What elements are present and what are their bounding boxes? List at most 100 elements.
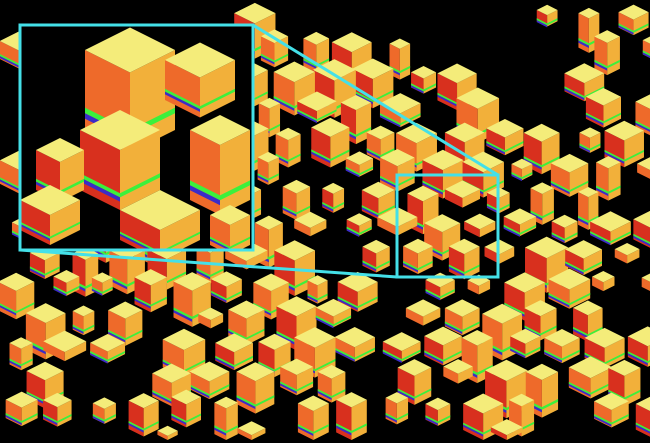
building-stripe-blue	[411, 85, 424, 94]
building-roof	[340, 95, 372, 111]
building-stripe-blue	[635, 122, 650, 132]
building-stripe-green	[635, 422, 650, 432]
building-roof	[579, 127, 601, 138]
building-stripe-green	[519, 224, 537, 235]
magnified-inset-frame[interactable]	[18, 23, 255, 252]
building-roof	[253, 273, 289, 292]
building-stripe-green	[380, 148, 395, 158]
building	[294, 211, 327, 237]
building	[635, 94, 650, 136]
building-stripe-green	[296, 205, 311, 215]
building-stripe-blue	[437, 94, 458, 107]
building-roof	[510, 328, 541, 344]
building-stripe-blue	[585, 114, 604, 126]
building-wall-right	[64, 341, 87, 362]
building	[108, 301, 143, 346]
building-stripe-green	[91, 286, 103, 294]
building	[525, 363, 559, 418]
building-stripe-green	[565, 261, 584, 273]
building-roof	[134, 269, 167, 286]
building-stripe-green	[486, 141, 505, 153]
building	[20, 185, 80, 245]
building-roof	[637, 157, 650, 171]
building	[382, 332, 421, 363]
building-roof	[91, 272, 113, 283]
building-stripe-green	[604, 149, 625, 162]
building-roof	[590, 211, 631, 232]
building-stripe-blue	[109, 278, 128, 290]
building-roof	[210, 205, 250, 225]
building-roof	[425, 272, 455, 288]
building-roof	[0, 272, 35, 291]
building	[594, 392, 629, 428]
building	[236, 362, 275, 414]
building-roof	[92, 397, 116, 409]
building-roof	[361, 181, 395, 199]
building-stripe-green	[397, 175, 415, 187]
building-stripe-green	[437, 415, 451, 424]
building-stripe-blue	[20, 223, 50, 241]
building-stripe-green	[92, 413, 105, 422]
building-stripe-green	[541, 399, 559, 410]
building-stripe-green	[190, 180, 220, 201]
building-stripe-green	[604, 352, 625, 365]
building-stripe-green	[26, 391, 46, 403]
building-roof	[43, 330, 87, 353]
building-stripe-blue	[385, 414, 397, 423]
building-stripe-green	[354, 347, 375, 360]
building-roof	[36, 138, 84, 162]
building-stripe-blue	[544, 351, 562, 363]
building-stripe-green	[378, 205, 395, 216]
building-stripe-blue	[536, 20, 548, 28]
building-stripe-blue	[548, 294, 570, 308]
building-stripe-green	[568, 381, 591, 395]
building-stripe-green	[346, 226, 360, 235]
building-stripe-green	[594, 413, 612, 425]
building-stripe-green	[316, 109, 337, 122]
building-stripe-green	[486, 203, 499, 212]
building-stripe-blue	[334, 349, 355, 362]
building-wall-left	[637, 163, 650, 179]
building-stripe-blue	[486, 143, 505, 155]
building-stripe-green	[403, 260, 418, 271]
building	[635, 396, 650, 437]
building-stripe-green	[220, 180, 250, 201]
building-stripe-green	[551, 232, 565, 241]
building-stripe-blue	[276, 333, 297, 346]
building-stripe-blue	[530, 212, 543, 221]
building-stripe-green	[294, 275, 315, 289]
building-wall-left	[467, 280, 479, 295]
building-stripe-green	[80, 173, 120, 198]
building	[157, 425, 178, 440]
building-stripe-blue	[165, 91, 200, 112]
building-stripe-green	[564, 232, 578, 241]
building-roof	[211, 271, 242, 287]
building-stripe-green	[311, 149, 331, 162]
building-wall-left	[484, 246, 500, 264]
building-wall-left	[405, 307, 424, 326]
building-stripe-green	[463, 422, 484, 435]
building-stripe-blue	[379, 115, 401, 128]
source-region-frame[interactable]	[395, 173, 500, 279]
building-stripe-blue	[29, 268, 45, 278]
building-stripe-blue	[0, 56, 19, 68]
building-stripe-green	[425, 289, 441, 299]
building-stripe-blue	[425, 417, 438, 426]
building-stripe-green	[399, 65, 411, 74]
building-stripe-green	[163, 231, 200, 250]
building-stripe-green	[72, 324, 84, 332]
building-roof	[352, 58, 394, 80]
building-roof	[311, 117, 350, 137]
building	[464, 213, 496, 238]
building-stripe-green	[544, 349, 562, 361]
building-stripe-green	[268, 173, 279, 181]
building-stripe-blue	[573, 328, 588, 339]
building-roof	[26, 361, 64, 381]
building-stripe-green	[385, 412, 397, 421]
building-roof	[642, 36, 650, 44]
building	[389, 38, 411, 80]
building	[297, 395, 329, 440]
building-stripe-green	[83, 324, 95, 332]
building-roof	[411, 66, 437, 79]
